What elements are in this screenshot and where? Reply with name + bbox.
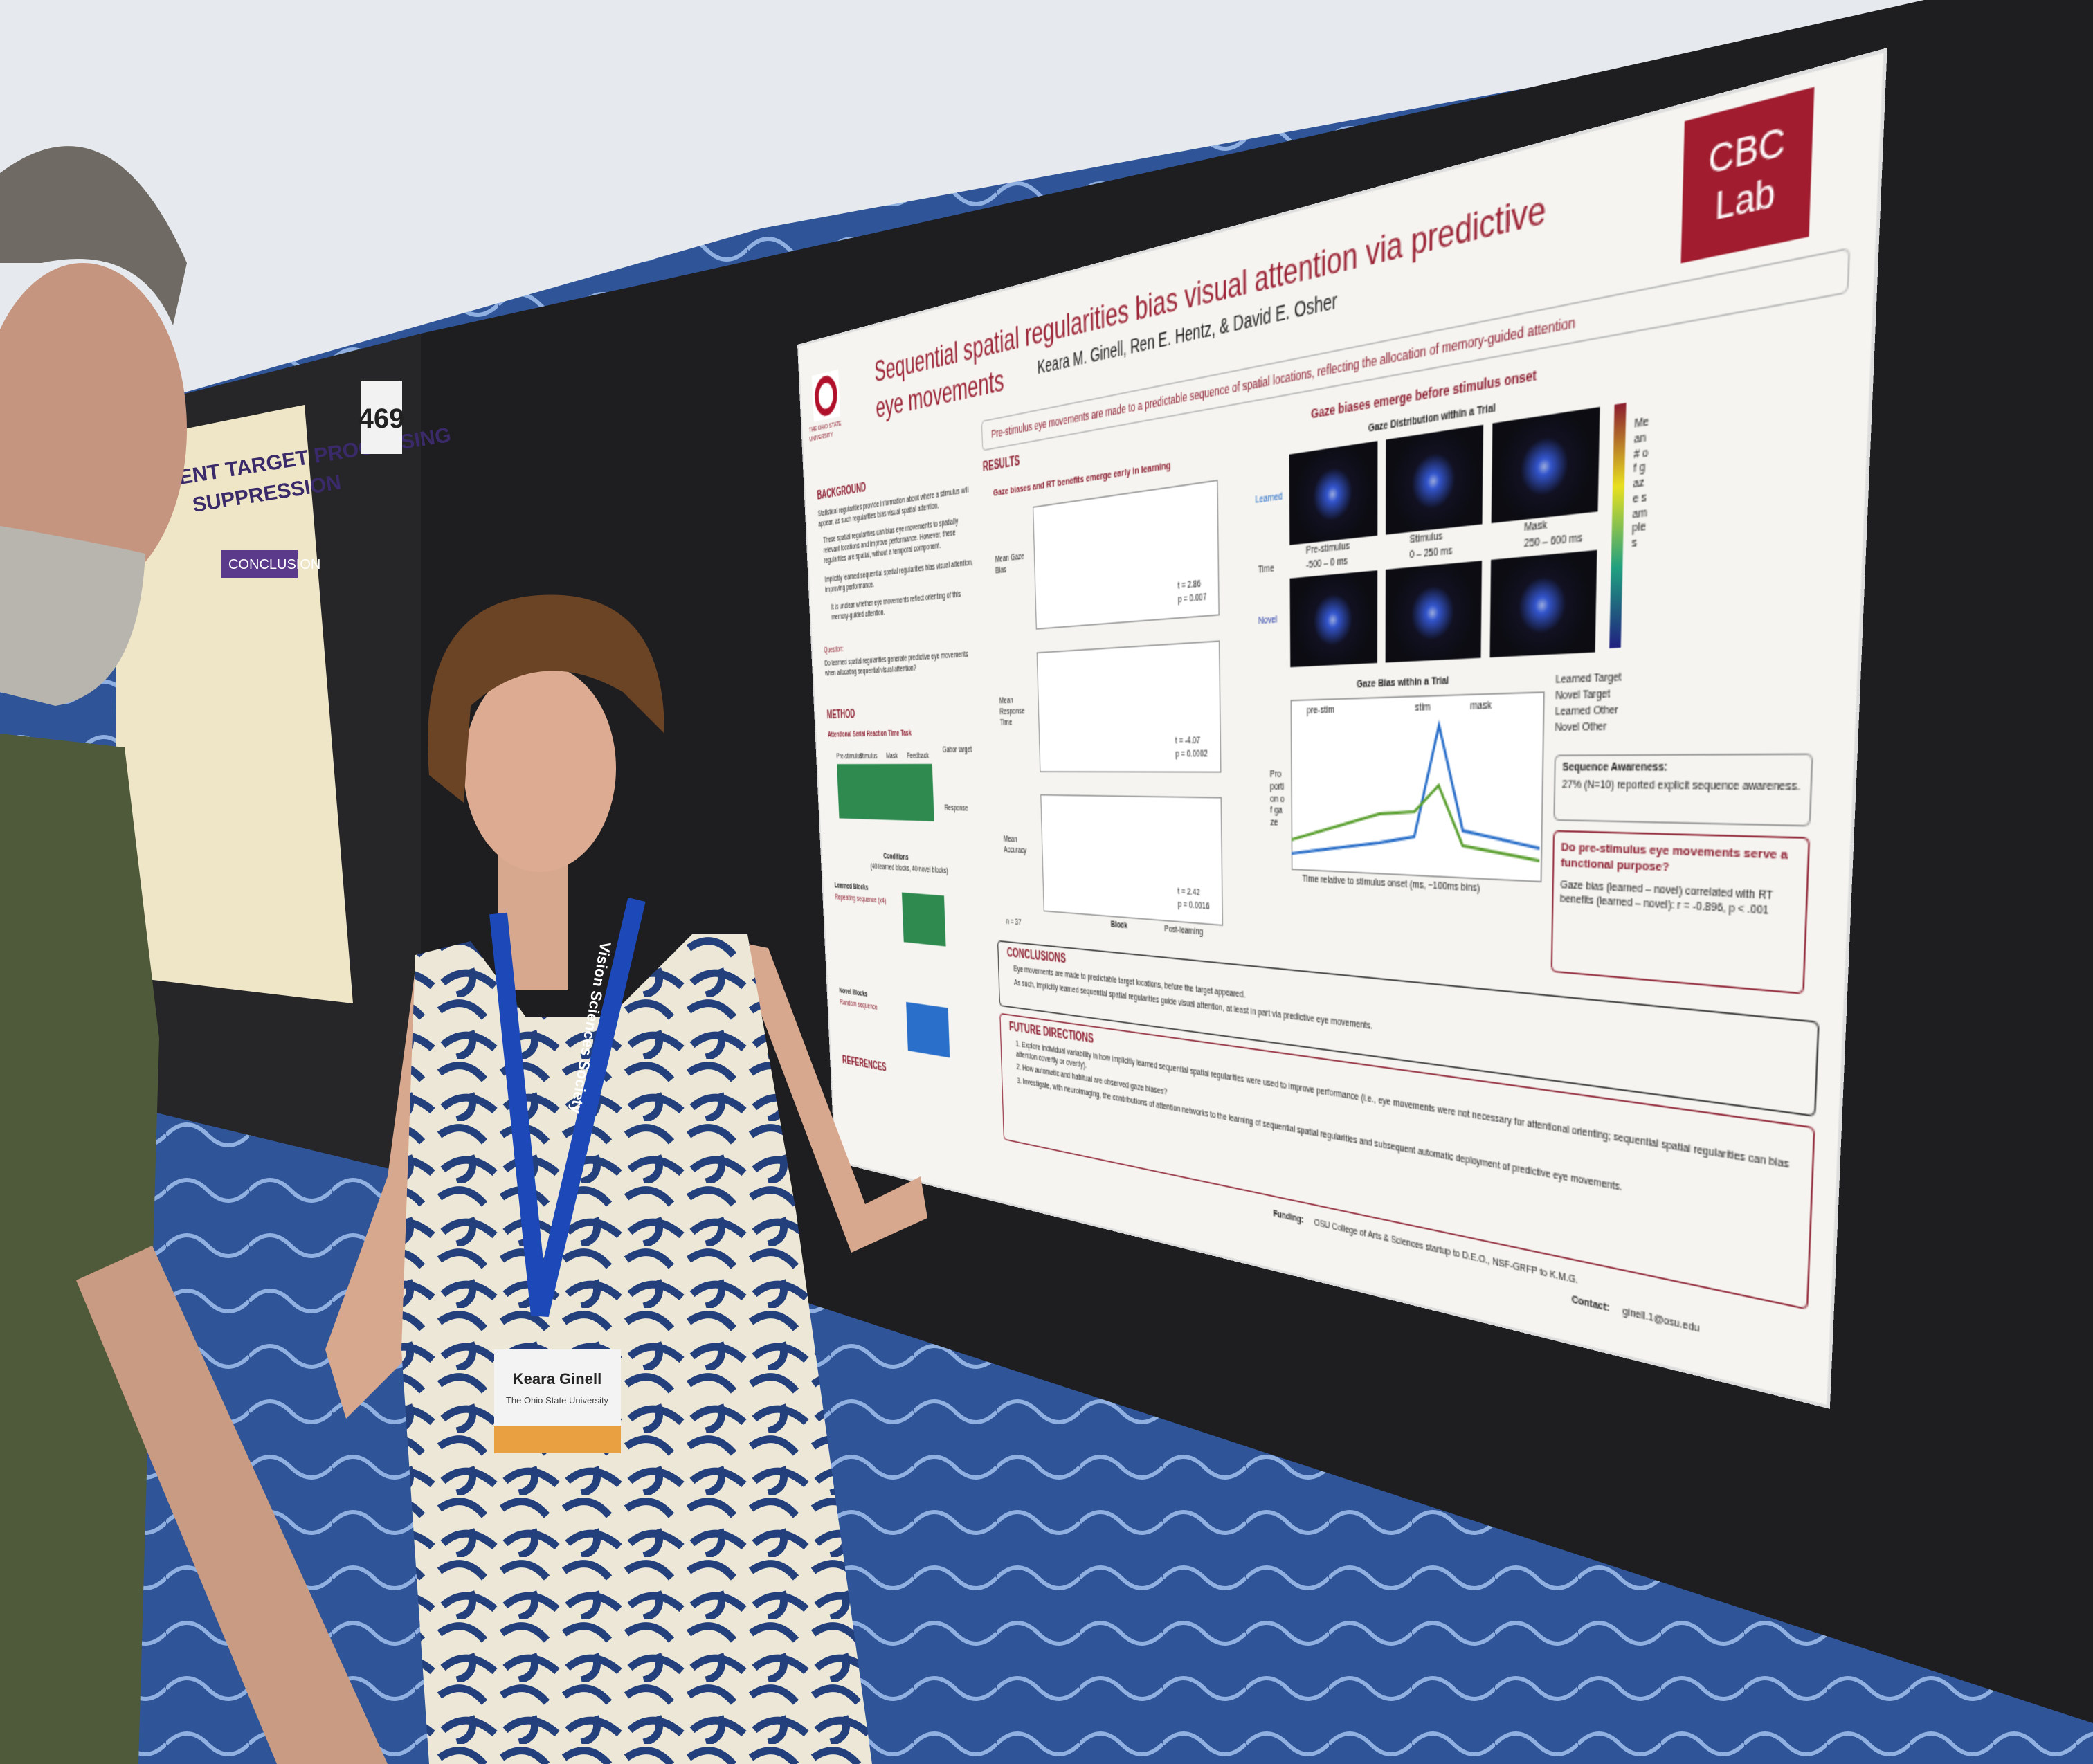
left-poster-tag [221,550,298,578]
ceiling [0,0,2007,484]
woman-face [464,664,616,872]
woman-hair [428,594,664,803]
lanyard [489,898,646,1317]
poster: THE OHIO STATE UNIVERSITY Sequential spa… [797,47,1887,1409]
man-hair [0,146,187,325]
man-shirt [0,734,159,1764]
osu-logo [811,369,840,422]
man-beard [0,526,145,706]
man-arm [76,1246,388,1764]
left-poster-section: CONCLUSION [228,557,320,572]
badge-banner [494,1426,621,1453]
booth-card [361,381,402,454]
badge-name: Keara Ginell [513,1370,601,1388]
booth-number: 469 [359,403,405,434]
badge-affiliation: The Ohio State University [506,1395,609,1406]
man-head [0,263,187,595]
woman-arm [734,941,927,1253]
